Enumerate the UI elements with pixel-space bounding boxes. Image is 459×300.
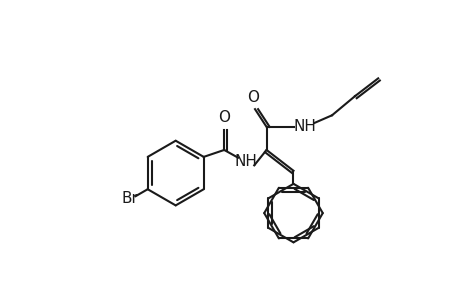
Text: O: O [218,110,230,125]
Text: Br: Br [122,191,139,206]
Text: NH: NH [293,119,316,134]
Text: NH: NH [234,154,257,169]
Text: O: O [247,89,259,104]
